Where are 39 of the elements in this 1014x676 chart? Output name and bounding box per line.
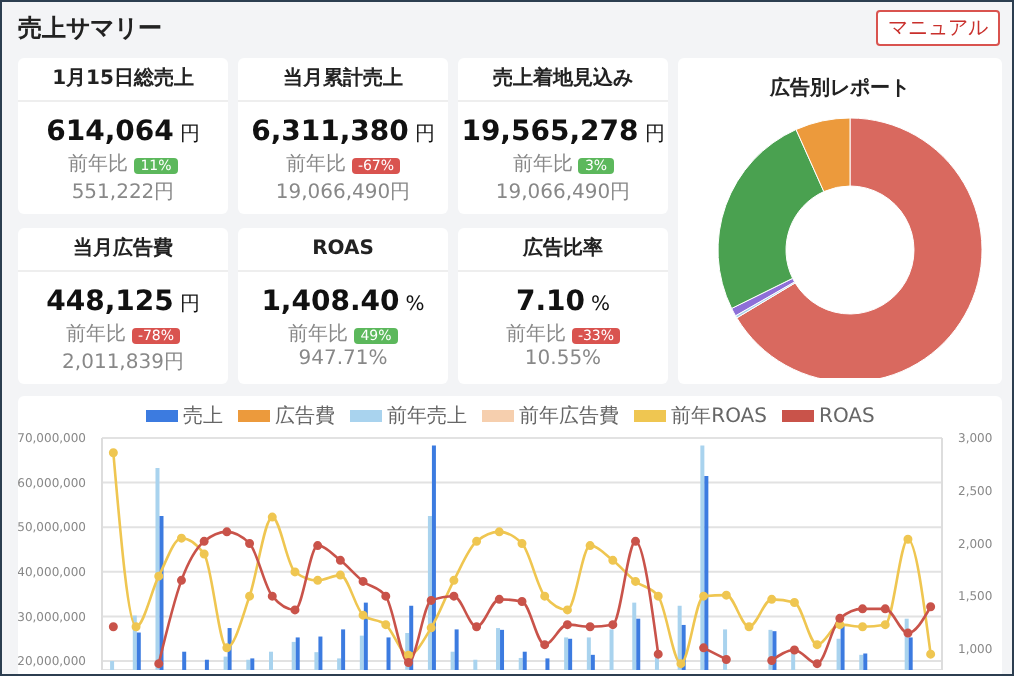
text: 前年比 <box>288 324 349 346</box>
text: 1,408.40 <box>261 286 400 318</box>
text: 551,222円 <box>69 180 177 206</box>
legend-label: 前年広告費 <box>519 403 620 430</box>
text: 6,311,380 <box>251 116 409 148</box>
text: 円 <box>414 124 435 146</box>
text: ROAS <box>238 228 448 272</box>
text: 19,066,490円 <box>273 180 413 206</box>
text: 円 <box>179 294 200 316</box>
text: 円 <box>179 124 200 146</box>
text: 947.71% <box>296 348 390 370</box>
text: 当月累計売上 <box>238 58 448 102</box>
text: % <box>405 294 425 316</box>
text: 前年比 <box>68 154 129 176</box>
chart-title: 広告別レポート <box>768 74 912 102</box>
legend-label: 売上 <box>183 403 224 430</box>
text: 前年比 <box>65 324 126 346</box>
text: 2,011,839円 <box>60 350 186 376</box>
legend-label: 前年売上 <box>387 403 468 430</box>
text: 19,565,278 <box>461 116 639 148</box>
text: 614,064 <box>46 116 174 148</box>
text: 7.10 <box>515 286 586 318</box>
text: マニュアル <box>876 10 1000 46</box>
text: 1月15日総売上 <box>18 58 228 102</box>
text: 448,125 <box>46 286 174 318</box>
text: 19,066,490円 <box>493 180 633 206</box>
text: 当月広告費 <box>18 228 228 272</box>
text: 広告比率 <box>458 228 668 272</box>
text: % <box>591 294 611 316</box>
legend-label: 前年ROAS <box>671 404 767 430</box>
text: 10.55% <box>522 348 604 370</box>
legend-label: 広告費 <box>275 403 336 430</box>
text: 前年比 <box>285 154 346 176</box>
text: 前年比 <box>512 154 573 176</box>
legend-label: ROAS <box>819 405 875 427</box>
text: 円 <box>644 124 665 146</box>
text: 売上着地見込み <box>458 58 668 102</box>
text: 売上サマリー <box>18 12 162 46</box>
text: 前年比 <box>505 324 566 346</box>
